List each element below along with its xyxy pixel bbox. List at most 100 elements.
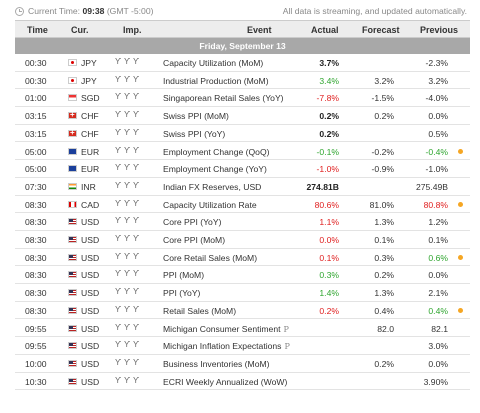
flag-icon [68, 182, 77, 190]
col-previous[interactable]: Previous [420, 25, 459, 35]
forecast-value: -0.9% [371, 164, 394, 175]
currency-code: JPY [81, 58, 97, 68]
bull-icon: ϒ [133, 198, 140, 208]
flag-icon [68, 165, 77, 173]
table-row[interactable]: 00:30 JPY ϒ ϒ ϒ Industrial Production (MoM) 3.… [15, 72, 470, 90]
table-row[interactable]: 08:30 USD ϒ ϒ ϒ Core PPI (YoY) 1.1% 1.3% 1.2% [15, 213, 470, 231]
table-row[interactable]: 01:00 SGD ϒ ϒ ϒ Singaporean Retail Sales (YoY… [15, 89, 470, 108]
table-row[interactable]: 08:30 CAD ϒ ϒ ϒ Capacity Utilization Rate 80.6… [15, 196, 470, 214]
previous-value: 3.0% [428, 341, 448, 352]
previous-value: 275.49B [415, 181, 448, 192]
event-name[interactable]: Michigan Consumer Sentiment P [163, 323, 289, 334]
event-name[interactable]: Core Retail Sales (MoM) [163, 252, 258, 263]
table-row[interactable]: 00:30 JPY ϒ ϒ ϒ Capacity Utilization (MoM) 3.7… [15, 54, 470, 72]
col-event[interactable]: Event [247, 25, 272, 35]
revised-dot-icon [458, 201, 463, 207]
bull-icon: ϒ [124, 110, 131, 120]
streaming-note: All data is streaming, and updated autom… [282, 6, 467, 16]
bull-icon: ϒ [115, 216, 122, 226]
table-row[interactable]: 09:55 USD ϒ ϒ ϒ Michigan Inflation Expectatio… [15, 337, 470, 355]
table-row[interactable]: 03:15CHFϒϒϒSwiss PPI (YoY)0.2%0.5% [15, 125, 470, 143]
event-name[interactable]: Business Inventories (MoM) [163, 358, 270, 369]
event-name[interactable]: Michigan Inflation Expectations P [163, 341, 290, 352]
bull-icon: ϒ [133, 269, 140, 279]
event-name[interactable]: PPI (YoY) [163, 288, 201, 299]
table-row[interactable]: 10:30 USD ϒ ϒ ϒ ECRI Weekly Annualized (WoW) 3… [15, 373, 470, 391]
forecast-value: 0.1% [374, 235, 394, 245]
col-forecast[interactable]: Forecast [362, 25, 400, 35]
flag-icon [68, 147, 77, 155]
currency-code: USD [81, 252, 100, 263]
forecast-value: 1.3% [374, 217, 394, 228]
bull-icon: ϒ [133, 216, 140, 226]
event-name[interactable]: Capacity Utilization (MoM) [163, 58, 264, 68]
bull-icon: ϒ [115, 340, 122, 350]
table-row[interactable]: 08:30 USD ϒ ϒ ϒ Core Retail Sales (MoM) 0.1% 0.… [15, 249, 470, 267]
previous-value: 80.8% [423, 199, 448, 210]
event-name[interactable]: Core PPI (YoY) [163, 217, 222, 228]
bull-icon: ϒ [133, 92, 140, 102]
col-importance[interactable]: Imp. [123, 25, 142, 35]
bull-icon: ϒ [115, 287, 122, 297]
bull-icon: ϒ [124, 180, 131, 190]
col-currency[interactable]: Cur. [71, 25, 89, 35]
currency-code: USD [81, 323, 100, 334]
event-time: 08:30 [25, 235, 47, 245]
event-time: 08:30 [25, 270, 47, 281]
event-name[interactable]: ECRI Weekly Annualized (WoW) [163, 376, 288, 387]
event-name[interactable]: Core PPI (MoM) [163, 235, 226, 245]
revised-dot-icon [458, 307, 463, 313]
bull-icon: ϒ [115, 145, 122, 155]
event-time: 05:00 [25, 164, 47, 175]
event-name[interactable]: Capacity Utilization Rate [163, 199, 257, 210]
event-name[interactable]: Industrial Production (MoM) [163, 75, 269, 86]
actual-value: 0.2% [319, 111, 339, 122]
currency-code: EUR [81, 146, 100, 157]
bull-icon: ϒ [124, 57, 131, 66]
currency-code: USD [81, 376, 100, 387]
event-name[interactable]: Singaporean Retail Sales (YoY) [163, 93, 284, 104]
bull-icon: ϒ [133, 57, 140, 66]
table-row[interactable]: 08:30 USD ϒ ϒ ϒ Core PPI (MoM) 0.0% 0.1% 0.1% [15, 231, 470, 249]
flag-icon [68, 306, 77, 314]
forecast-value: 81.0% [369, 199, 394, 210]
flag-icon [68, 342, 77, 350]
event-name[interactable]: Retail Sales (MoM) [163, 305, 237, 316]
forecast-value: 0.2% [374, 270, 394, 281]
col-time[interactable]: Time [27, 25, 48, 35]
event-name[interactable]: Employment Change (YoY) [163, 164, 267, 175]
flag-icon [68, 200, 77, 208]
table-row[interactable]: 05:00 EUR ϒ ϒ ϒ Employment Change (YoY) -1.0% -… [15, 160, 470, 178]
event-name[interactable]: Employment Change (QoQ) [163, 146, 270, 157]
actual-value: -0.1% [316, 146, 339, 157]
bull-icon: ϒ [133, 180, 140, 190]
table-row[interactable]: 03:15CHFϒϒϒSwiss PPI (MoM)0.2%0.2%0.0% [15, 107, 470, 125]
table-row[interactable]: 08:30 USD ϒ ϒ ϒ PPI (MoM) 0.3% 0.2% 0.0% [15, 266, 470, 285]
table-row[interactable]: 10:00 USD ϒ ϒ ϒ Business Inventories (MoM) 0.2… [15, 355, 470, 373]
flag-icon [68, 359, 77, 367]
table-row[interactable]: 05:00 EUR ϒ ϒ ϒ Employment Change (QoQ) -0.1% -… [15, 143, 470, 161]
actual-value: 0.2% [319, 305, 339, 316]
table-row[interactable]: 08:30 USD ϒ ϒ ϒ PPI (YoY) 1.4% 1.3% 2.1% [15, 284, 470, 302]
actual-value: 0.1% [319, 252, 339, 263]
table-row[interactable]: 09:55 USD ϒ ϒ ϒ Michigan Consumer Sentiment P 8… [15, 320, 470, 338]
col-actual[interactable]: Actual [311, 25, 339, 35]
currency-code: CHF [81, 111, 99, 122]
event-name[interactable]: Indian FX Reserves, USD [163, 181, 262, 192]
event-name[interactable]: Swiss PPI (YoY) [163, 128, 226, 139]
table-row[interactable]: 08:30 USD ϒ ϒ ϒ Retail Sales (MoM) 0.2% 0.4% 0.4… [15, 302, 470, 320]
actual-value: 1.4% [319, 288, 339, 299]
previous-value: -2.3% [425, 58, 448, 68]
bull-icon: ϒ [133, 340, 140, 350]
event-name[interactable]: Swiss PPI (MoM) [163, 111, 229, 122]
currency-code: USD [81, 341, 100, 352]
event-name[interactable]: PPI (MoM) [163, 270, 205, 281]
event-time: 07:30 [25, 181, 47, 192]
table-row[interactable]: 07:30 INR ϒ ϒ ϒ Indian FX Reserves, USD 274.81… [15, 178, 470, 196]
